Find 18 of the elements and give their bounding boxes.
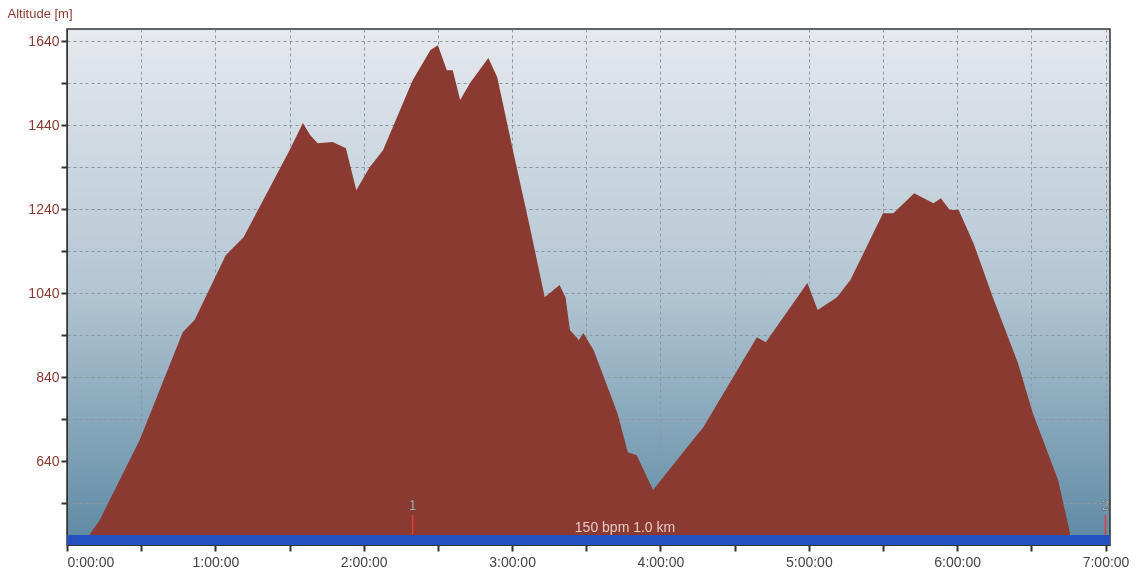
y-tick-label: 1440 bbox=[28, 116, 60, 133]
x-tick-label: 4:00:00 bbox=[637, 553, 685, 570]
x-tick-label: 1:00:00 bbox=[192, 553, 240, 570]
annotation: 150 bpm 1.0 km bbox=[574, 519, 676, 535]
y-tick-label: 640 bbox=[36, 452, 60, 469]
x-tick-label: 6:00:00 bbox=[934, 553, 982, 570]
x-tick-label: 5:00:00 bbox=[785, 553, 833, 570]
y-tick-label: 1240 bbox=[28, 200, 60, 217]
y-tick-label: 1640 bbox=[28, 32, 60, 49]
annotation: 2 bbox=[1101, 497, 1110, 513]
annotation: 1 bbox=[408, 497, 417, 513]
x-tick-label: 0:00:00 bbox=[67, 553, 115, 570]
x-tick-label: 2:00:00 bbox=[340, 553, 388, 570]
x-tick-label: 7:00:00 bbox=[1082, 553, 1130, 570]
x-tick-label: 3:00:00 bbox=[489, 553, 537, 570]
y-tick-label: 1040 bbox=[28, 284, 60, 301]
y-axis-title: Altitude [m] bbox=[7, 5, 73, 21]
y-tick-label: 840 bbox=[36, 368, 60, 385]
